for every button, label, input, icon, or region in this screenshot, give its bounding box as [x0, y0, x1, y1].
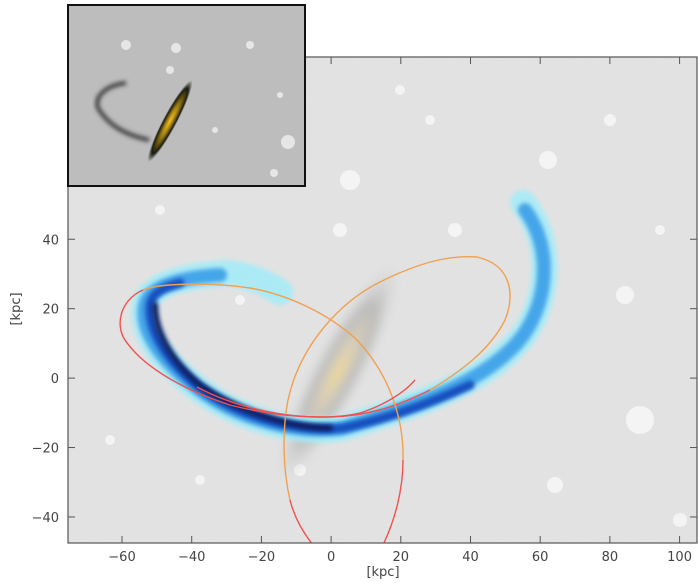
y-tick-label: −40: [32, 511, 59, 526]
x-axis: −60 −40 −20 0 20 40 60 80 100: [108, 57, 692, 565]
x-tick-label: 60: [532, 550, 549, 565]
y-tick-label: −20: [32, 442, 59, 457]
x-tick-label: −40: [178, 550, 205, 565]
x-tick-label: 100: [667, 550, 692, 565]
y-tick-label: 0: [51, 372, 59, 387]
x-tick-label: 20: [393, 550, 410, 565]
plot-frame: [67, 56, 698, 544]
orbit-model-1: [196, 255, 511, 543]
y-tick-label: 40: [42, 233, 59, 248]
x-tick-label: 0: [327, 550, 335, 565]
x-tick-label: 40: [462, 550, 479, 565]
y-tick-label: 20: [42, 303, 59, 318]
x-tick-label: −60: [108, 550, 135, 565]
stellar-stream: [131, 190, 558, 443]
x-axis-label: [kpc]: [366, 565, 399, 580]
x-tick-label: −20: [248, 550, 275, 565]
inset-image: [67, 4, 306, 187]
orbit-model-2: [119, 283, 416, 543]
y-axis-label: [kpc]: [9, 292, 24, 325]
x-tick-label: 80: [602, 550, 619, 565]
y-axis: −40 −20 0 20 40: [32, 233, 697, 526]
